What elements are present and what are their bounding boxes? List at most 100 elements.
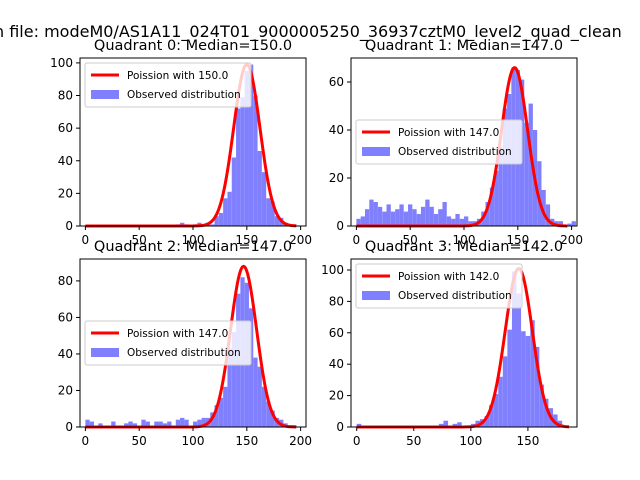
hist-bar [167, 421, 172, 427]
hist-bar [452, 423, 458, 427]
x-tick-label: 100 [453, 233, 476, 247]
legend-entry-poisson: Poission with 147.0 [127, 328, 228, 340]
hist-bar [558, 221, 564, 226]
hist-bar [438, 423, 444, 427]
y-tick-label: 0 [65, 420, 73, 434]
legend: Poission with 147.0 Observed distribution [355, 119, 523, 165]
hist-bar [270, 410, 275, 427]
hist-bar [364, 209, 370, 226]
hist-bar [502, 108, 508, 226]
hist-bar [231, 157, 237, 226]
legend-entry-observed: Observed distribution [127, 347, 241, 359]
x-tick-label: 50 [403, 233, 418, 247]
hist-bar [184, 419, 189, 427]
legend-box [355, 119, 523, 165]
hist-bar [511, 271, 517, 427]
hist-bar [459, 218, 464, 226]
quadrant-1-plot: 0 50 100 150 200 0 20 40 60 Poission with 147.0 Ob… [329, 38, 583, 247]
y-tick-label: 40 [329, 123, 344, 137]
subplot-title: Quadrant 1: Median=147.0 [365, 38, 563, 54]
hist-bar [395, 209, 400, 226]
hist-bar [274, 216, 280, 226]
hist-bar [360, 216, 365, 226]
hist-bar [541, 190, 546, 226]
y-tick-label: 0 [65, 219, 73, 233]
hist-bar [438, 209, 443, 226]
hist-bar [498, 376, 503, 427]
hist-bar [539, 384, 544, 427]
hist-bar [244, 71, 249, 226]
hist-bar [528, 103, 533, 226]
hist-bar [464, 216, 469, 226]
hist-bar [356, 218, 361, 226]
y-tick-label: 20 [329, 389, 344, 403]
hist-bar [382, 211, 387, 226]
hist-bar [261, 386, 267, 427]
y-tick-label: 0 [336, 420, 344, 434]
x-tick-label: 200 [289, 233, 312, 247]
hist-bar [154, 421, 159, 427]
hist-bar [408, 204, 413, 226]
hist-bar [223, 386, 228, 427]
hist-bar [210, 224, 215, 226]
subplot-title: Quadrant 0: Median=150.0 [94, 38, 292, 54]
y-tick-label: 60 [58, 121, 73, 135]
hist-bar [270, 201, 275, 226]
hist-bar [521, 331, 526, 427]
x-tick-label: 100 [182, 233, 205, 247]
y-tick-label: 100 [50, 56, 73, 70]
hist-bar [545, 204, 551, 226]
hist-bar [433, 214, 439, 226]
hist-bar [253, 357, 258, 427]
x-tick-label: 100 [459, 434, 482, 448]
legend: Poission with 142.0 Observed distribution [355, 263, 523, 309]
hist-bar [248, 308, 254, 427]
hist-bar [489, 405, 494, 427]
hist-bar [162, 423, 168, 427]
y-tick-label: 60 [329, 326, 344, 340]
quadrant-2-plot: 0 50 100 150 200 0 20 40 60 80 Poission with 147.0… [58, 239, 312, 448]
hist-bar [124, 423, 129, 427]
x-tick-label: 50 [132, 233, 147, 247]
hist-bar [446, 216, 452, 226]
legend-entry-observed: Observed distribution [398, 146, 512, 158]
hist-bar [373, 202, 378, 226]
hist-bar [158, 421, 163, 427]
hist-bar [227, 191, 232, 226]
legend: Poission with 150.0 Observed distribution [84, 62, 252, 108]
y-tick-label: 0 [336, 219, 344, 233]
hist-bar [214, 405, 219, 427]
hist-bar [412, 209, 417, 226]
x-tick-label: 150 [506, 233, 529, 247]
legend-entry-observed: Observed distribution [398, 290, 512, 302]
hist-bar [571, 221, 576, 226]
y-tick-label: 20 [58, 383, 73, 397]
hist-bar [530, 320, 535, 427]
y-tick-label: 80 [329, 294, 344, 308]
hist-bar [175, 419, 181, 427]
hist-bar [89, 421, 94, 427]
y-tick-label: 60 [58, 310, 73, 324]
hist-bar [201, 417, 206, 427]
hist-bar [377, 206, 383, 226]
x-tick-label: 150 [235, 434, 258, 448]
legend-patch-swatch [362, 291, 390, 300]
hist-bar [132, 423, 138, 427]
hist-bar [253, 95, 258, 227]
hist-bar [457, 422, 462, 427]
x-tick-label: 50 [406, 434, 421, 448]
hist-bar [420, 206, 426, 226]
axes-frame [350, 258, 578, 428]
y-tick-label: 20 [329, 171, 344, 185]
hist-bar [111, 421, 116, 427]
hist-bar [443, 420, 449, 427]
hist-bar [261, 172, 267, 226]
y-tick-label: 80 [58, 89, 73, 103]
hist-bar [502, 356, 508, 427]
hist-bar [128, 421, 133, 427]
hist-bar [98, 423, 103, 427]
legend-box [84, 320, 252, 366]
hist-bar [399, 204, 404, 226]
hist-bar [442, 202, 447, 226]
